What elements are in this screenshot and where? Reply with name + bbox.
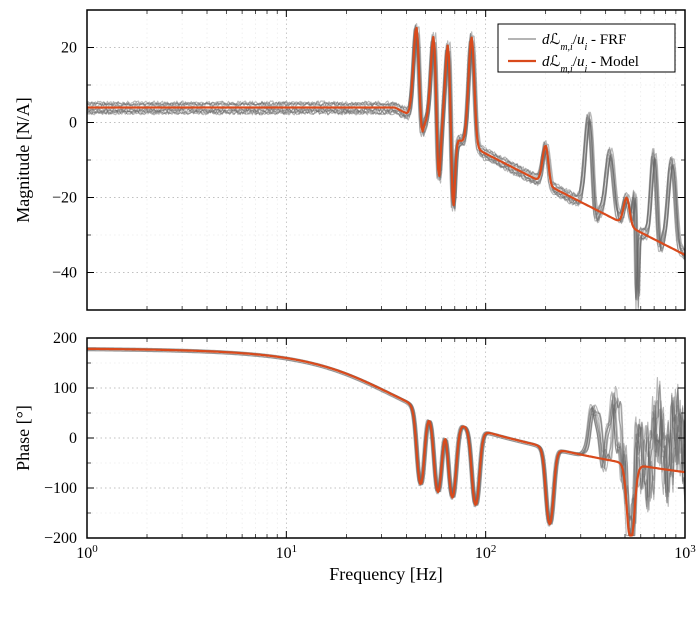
figure: −40−20020Magnitude [N/A]100101102103−200… [0, 0, 700, 621]
legend: dℒm,i/ui - FRFdℒm,i/ui - Model [498, 24, 675, 75]
ytick-label: 0 [69, 430, 77, 447]
ytick-label: −20 [52, 190, 77, 207]
bot-axes: 100 101 102 103 −200 −100 0 100 200 Phase [°] [13, 330, 696, 562]
ytick-label: 20 [61, 40, 77, 57]
ytick-label: 200 [53, 330, 77, 347]
xtick-label: 102 [475, 543, 497, 562]
bot-panel [87, 338, 685, 538]
ytick-label: 100 [53, 380, 77, 397]
ytick-label: 0 [69, 115, 77, 132]
ytick-label: −200 [44, 530, 77, 547]
bode-plots: −40−20020Magnitude [N/A]100101102103−200… [0, 0, 700, 621]
xtick-label: 103 [674, 543, 696, 562]
top-ylabel: Magnitude [N/A] [13, 97, 33, 222]
xtick-label: 101 [276, 543, 298, 562]
xtick-label: 100 [76, 543, 98, 562]
bot-ylabel: Phase [°] [13, 405, 33, 471]
xlabel: Frequency [Hz] [329, 564, 442, 584]
ytick-label: −40 [52, 265, 77, 282]
ytick-label: −100 [44, 480, 77, 497]
